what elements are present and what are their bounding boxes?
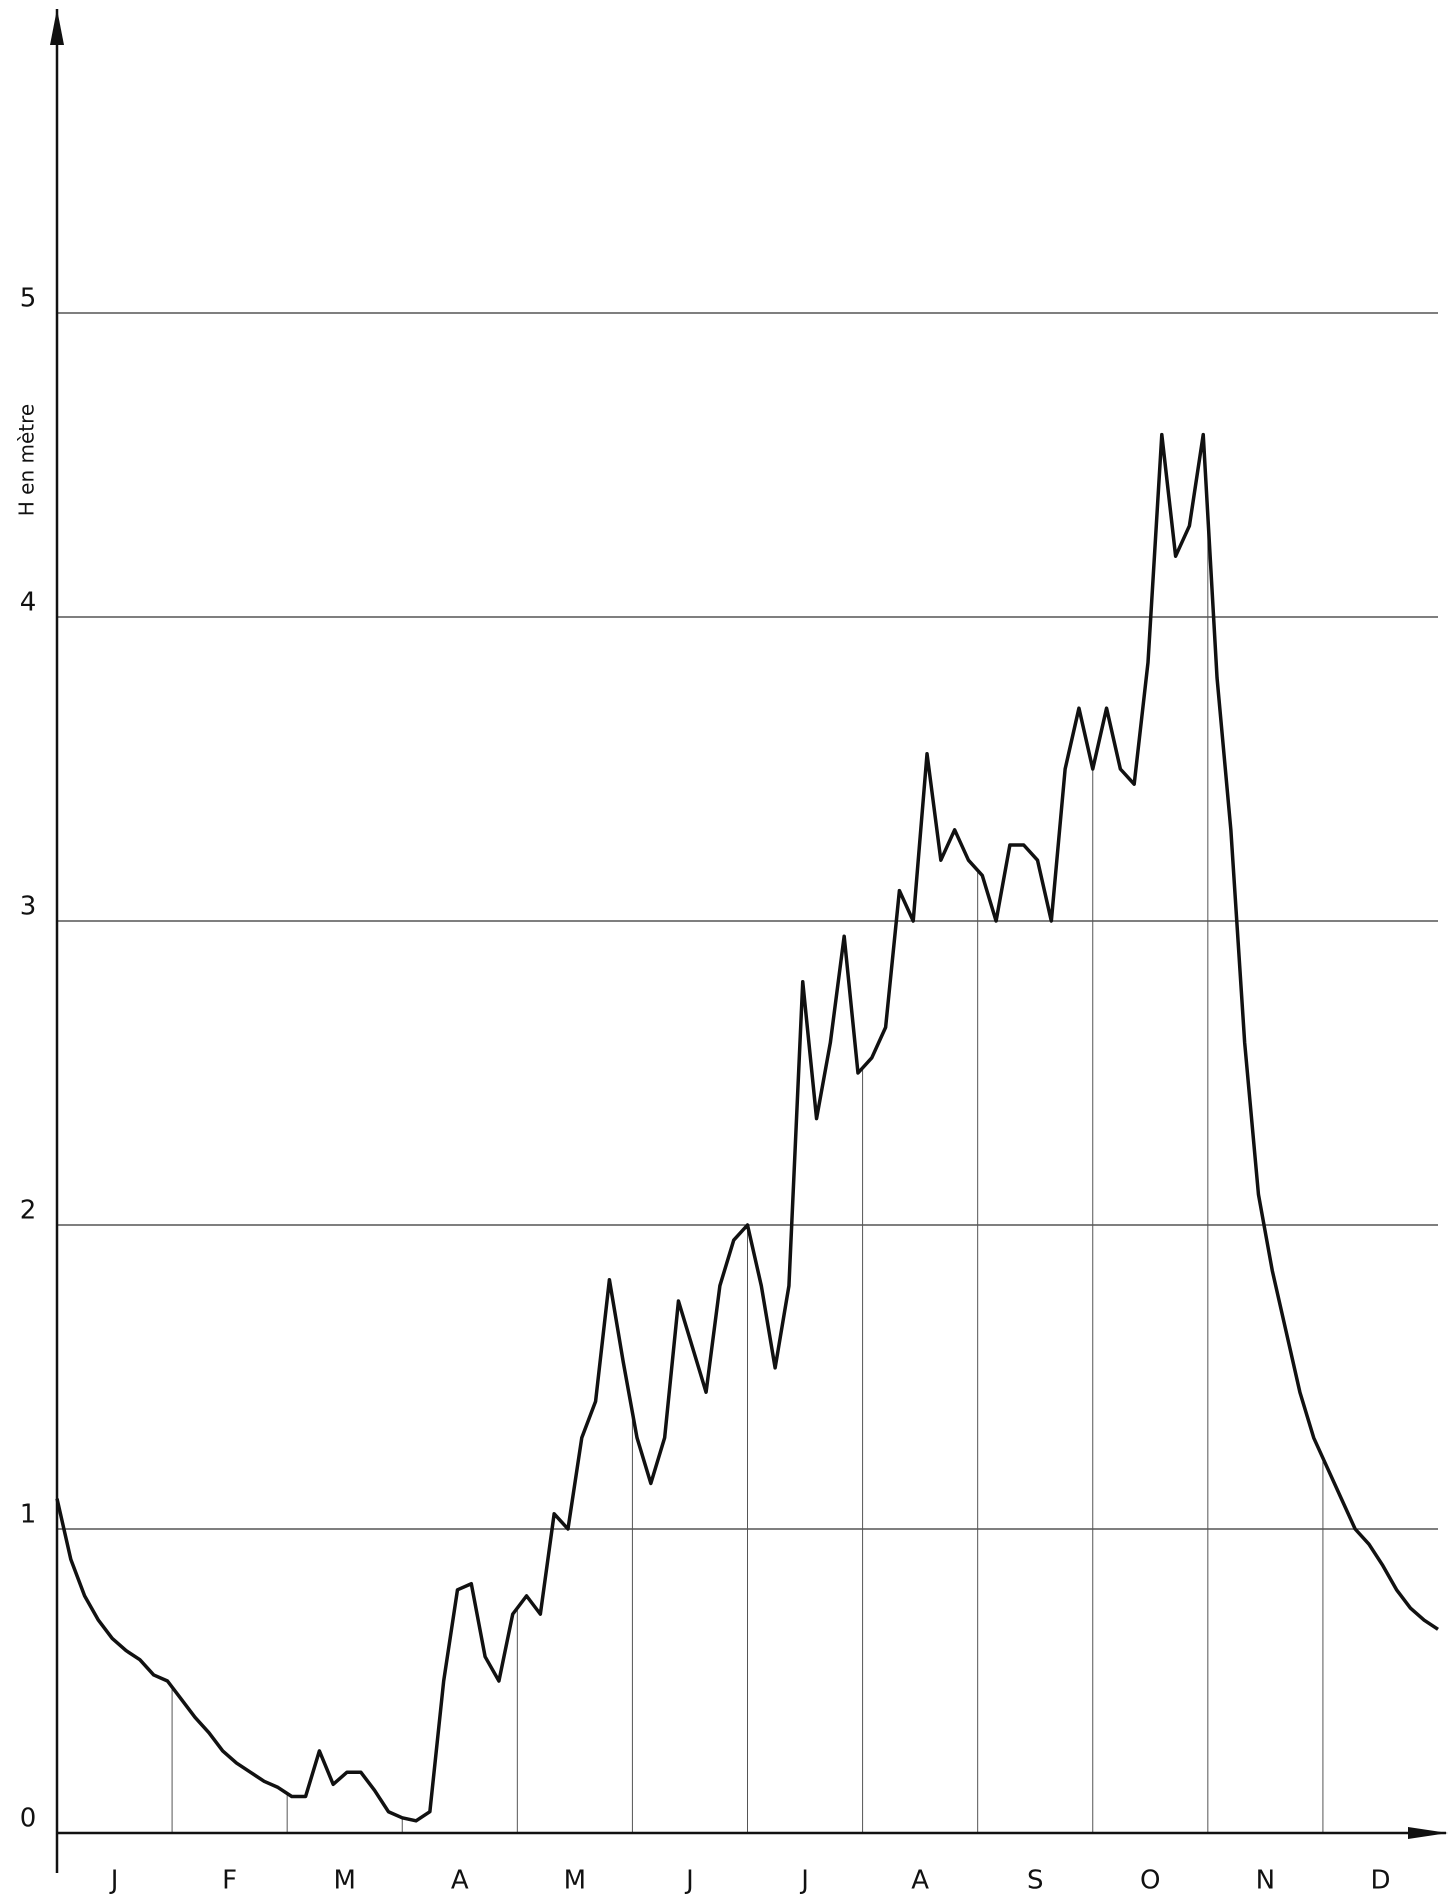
x-tick-label: S <box>1027 1866 1044 1896</box>
x-tick-label: A <box>911 1866 929 1896</box>
y-tick-label: 4 <box>20 588 37 618</box>
y-tick-label: 3 <box>20 892 37 922</box>
y-axis-label: H en mètre <box>15 404 39 516</box>
x-tick-label: F <box>222 1866 237 1896</box>
y-tick-label: 0 <box>20 1804 37 1834</box>
y-tick-label: 5 <box>20 284 37 314</box>
x-tick-label: M <box>333 1866 355 1896</box>
y-arrow <box>50 9 64 45</box>
x-tick-label: N <box>1256 1866 1275 1896</box>
y-tick-label: 2 <box>20 1196 37 1226</box>
x-tick-label: A <box>451 1866 469 1896</box>
x-arrow <box>1408 1827 1448 1839</box>
x-tick-label: D <box>1370 1866 1390 1896</box>
y-tick-label: 1 <box>20 1500 37 1530</box>
x-tick-label: J <box>109 1866 119 1896</box>
x-tick-label: M <box>564 1866 586 1896</box>
x-tick-label: O <box>1140 1866 1160 1896</box>
x-tick-label: J <box>684 1866 694 1896</box>
x-tick-label: J <box>799 1866 809 1896</box>
water-level-line <box>55 432 1439 1823</box>
